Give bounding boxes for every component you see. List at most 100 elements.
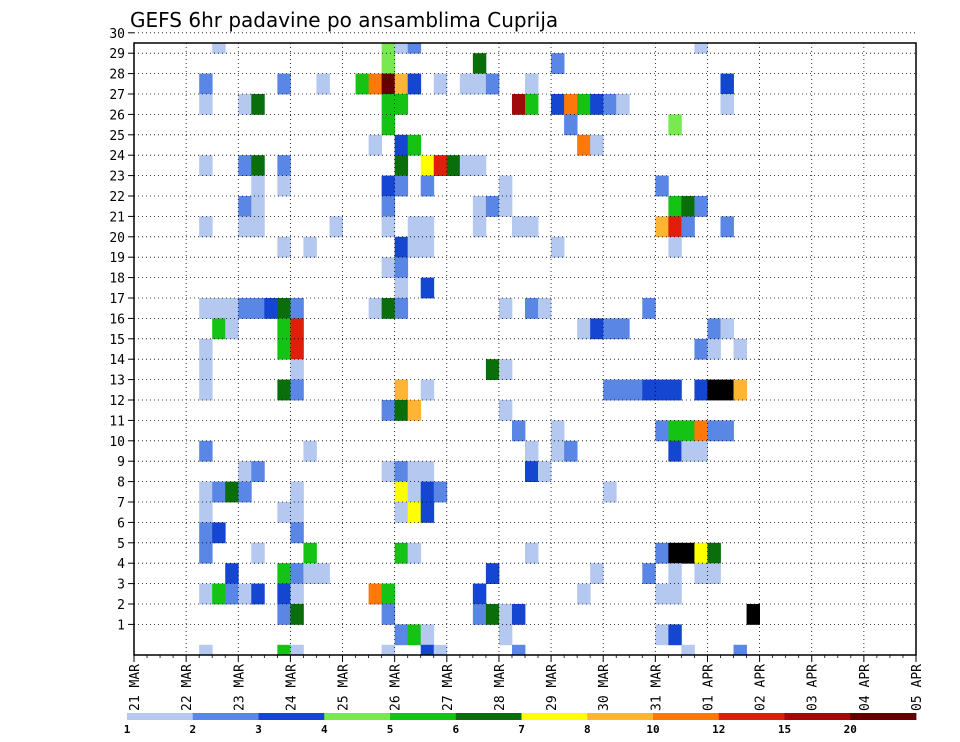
heatmap-cell — [681, 420, 695, 442]
legend-swatch — [587, 713, 654, 720]
heatmap-cell — [511, 94, 526, 115]
heatmap-cell — [290, 522, 304, 544]
heatmap-cell — [498, 298, 513, 319]
heatmap-cell — [394, 43, 409, 54]
y-tick-label: 20 — [109, 231, 125, 246]
y-tick-label: 14 — [109, 353, 125, 368]
heatmap-cell — [420, 481, 435, 503]
heatmap-cell — [225, 583, 239, 605]
heatmap-cell — [199, 73, 213, 95]
x-tick-label: 05 APR — [910, 664, 925, 711]
heatmap-cell — [720, 420, 734, 442]
heatmap-cell — [485, 359, 500, 380]
heatmap-cell — [394, 298, 409, 319]
y-tick-label: 10 — [109, 435, 125, 450]
heatmap-cell — [720, 379, 734, 401]
heatmap-cells — [199, 43, 760, 656]
legend-swatch — [127, 713, 194, 720]
heatmap-cell — [394, 461, 409, 482]
heatmap-cell — [355, 73, 369, 95]
legend-label: 20 — [844, 723, 857, 736]
heatmap-cell — [407, 236, 422, 258]
heatmap-cell — [590, 134, 604, 156]
legend-label: 3 — [255, 723, 262, 736]
x-tick-label: 30 MAR — [597, 664, 612, 711]
heatmap-cell — [525, 298, 539, 319]
heatmap-cell — [590, 94, 604, 115]
heatmap-cell — [446, 155, 461, 176]
heatmap-cell — [251, 298, 265, 319]
heatmap-cell — [720, 318, 734, 340]
heatmap-cell — [368, 583, 383, 605]
heatmap-cell — [407, 481, 422, 503]
heatmap-cell — [472, 583, 487, 605]
heatmap-cell — [694, 338, 708, 360]
heatmap-cell — [433, 644, 448, 656]
heatmap-cell — [381, 216, 396, 238]
heatmap-cell — [629, 379, 643, 401]
heatmap-cell — [394, 400, 409, 421]
heatmap-cell — [590, 563, 604, 584]
heatmap-cell — [525, 94, 539, 115]
heatmap-cell — [590, 318, 604, 340]
heatmap-cell — [238, 196, 252, 217]
heatmap-cell — [381, 94, 396, 115]
heatmap-cell — [407, 542, 422, 564]
heatmap-cell — [251, 542, 265, 564]
heatmap-cell — [616, 318, 630, 340]
heatmap-cell — [720, 94, 734, 115]
heatmap-cell — [381, 53, 396, 74]
heatmap-cell — [290, 298, 304, 319]
heatmap-cell — [681, 440, 695, 462]
heatmap-cell — [303, 563, 317, 584]
heatmap-cell — [238, 481, 252, 503]
heatmap-cell — [199, 522, 213, 544]
heatmap-cell — [407, 43, 422, 54]
heatmap-cell — [642, 379, 656, 401]
heatmap-cell — [199, 298, 213, 319]
heatmap-cell — [485, 196, 500, 217]
heatmap-cell — [277, 175, 291, 197]
heatmap-cell — [655, 542, 669, 564]
heatmap-cell — [212, 522, 226, 544]
heatmap-cell — [212, 43, 226, 54]
heatmap-cell — [420, 155, 435, 176]
heatmap-cell — [290, 359, 304, 380]
y-tick-label: 8 — [117, 476, 125, 491]
heatmap-cell — [277, 73, 291, 95]
heatmap-cell — [551, 236, 565, 258]
heatmap-cell — [277, 379, 291, 401]
x-tick-label: 23 MAR — [232, 664, 247, 711]
heatmap-cell — [394, 277, 409, 299]
heatmap-cell — [277, 583, 291, 605]
heatmap-cell — [472, 216, 487, 238]
heatmap-cell — [199, 502, 213, 523]
heatmap-cell — [433, 155, 448, 176]
legend-label: 1 — [124, 723, 131, 736]
heatmap-cell — [277, 318, 291, 340]
heatmap-cell — [238, 216, 252, 238]
heatmap-cell — [551, 440, 565, 462]
heatmap-cell — [368, 134, 383, 156]
x-tick-label: 27 MAR — [441, 664, 456, 711]
heatmap-cell — [668, 563, 682, 584]
heatmap-cell — [407, 73, 422, 95]
heatmap-cell — [381, 114, 396, 136]
heatmap-cell — [212, 583, 226, 605]
heatmap-cell — [603, 379, 617, 401]
heatmap-cell — [394, 155, 409, 176]
heatmap-cell — [459, 73, 474, 95]
y-tick-label: 28 — [109, 68, 125, 83]
y-tick-label: 30 — [109, 27, 125, 42]
x-tick-label: 21 MAR — [128, 664, 143, 711]
heatmap-cell — [616, 94, 630, 115]
heatmap-cell — [277, 502, 291, 523]
heatmap-cell — [316, 73, 330, 95]
heatmap-cell — [225, 481, 239, 503]
heatmap-cell — [655, 379, 669, 401]
heatmap-cell — [277, 338, 291, 360]
legend-swatch — [521, 713, 588, 720]
legend-swatch — [784, 713, 851, 720]
heatmap-cell — [420, 379, 435, 401]
x-tick-label: 01 APR — [701, 664, 716, 711]
